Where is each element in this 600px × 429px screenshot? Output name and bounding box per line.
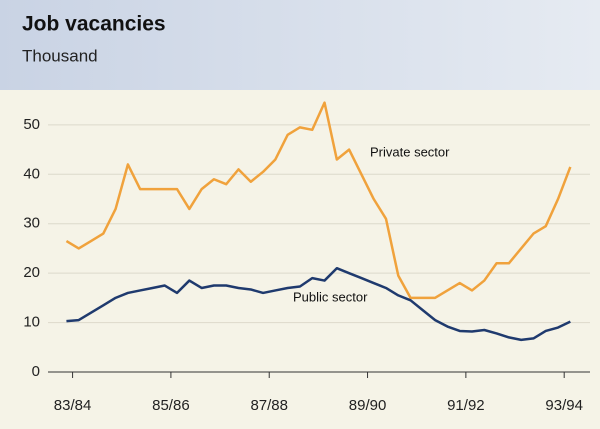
chart-title: Job vacancies: [22, 13, 166, 36]
x-tick-label: 89/90: [349, 397, 387, 414]
y-tick-label: 20: [23, 264, 40, 281]
y-tick-label: 50: [23, 116, 40, 133]
y-tick-label: 40: [23, 165, 40, 182]
x-tick-label: 85/86: [152, 397, 190, 414]
chart-subtitle: Thousand: [22, 46, 98, 65]
series-label: Private sector: [370, 144, 450, 159]
x-tick-label: 91/92: [447, 397, 485, 414]
y-tick-label: 10: [23, 314, 40, 331]
y-tick-label: 30: [23, 215, 40, 232]
x-tick-label: 93/94: [545, 397, 583, 414]
x-tick-label: 87/88: [250, 397, 288, 414]
series-label: Public sector: [293, 289, 368, 304]
header-band: [0, 0, 600, 90]
line-series: [66, 266, 571, 342]
line-series: [65, 101, 572, 300]
y-tick-label: 0: [32, 363, 40, 380]
x-tick-label: 83/84: [54, 397, 92, 414]
